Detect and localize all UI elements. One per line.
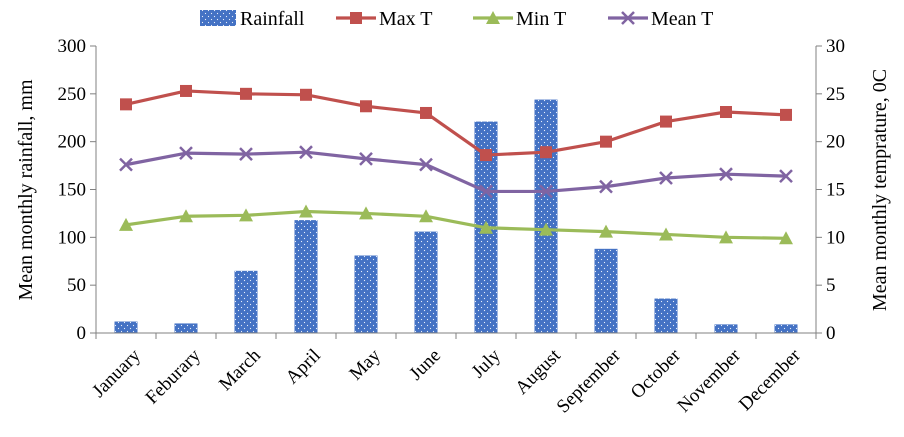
mean-t-point: [479, 184, 493, 199]
min-t-point: [239, 208, 253, 222]
max-t-line: [125, 89, 787, 157]
x-tick-label: August: [511, 345, 565, 399]
mean-t-point: [599, 179, 613, 194]
max-t-point: [240, 87, 252, 100]
legend-item-min-t: Min T: [473, 8, 566, 30]
rainfall-bar-september: [594, 248, 618, 333]
max-t-point: [480, 149, 492, 162]
max-t-series: [120, 84, 792, 162]
mean-t-point: [419, 157, 433, 172]
rainfall-bar-may: [354, 255, 378, 333]
min-t-point: [599, 224, 613, 238]
rainfall-bar-august: [534, 99, 558, 333]
left-tick-label: 250: [58, 84, 87, 105]
max-t-point: [420, 106, 432, 119]
legend-label: Min T: [516, 8, 566, 30]
mean-t-point: [179, 146, 193, 161]
temperature-lines: [119, 84, 793, 245]
x-tick-label: June: [405, 345, 444, 384]
x-tick-label: January: [88, 345, 145, 402]
mean-t-line: [125, 150, 787, 194]
right-tick-label: 0: [826, 323, 836, 344]
min-t-series: [119, 204, 793, 245]
max-t-point: [540, 146, 552, 159]
max-t-point: [720, 106, 732, 119]
min-t-point: [299, 204, 313, 218]
left-tick-label: 150: [58, 180, 87, 201]
right-tick-label: 20: [826, 132, 845, 153]
legend-item-max-t: Max T: [336, 8, 433, 30]
rainfall-bar-march: [234, 270, 258, 333]
right-tick-label: 15: [826, 180, 845, 201]
legend-swatch-marker: [350, 12, 362, 24]
min-t-point: [479, 220, 493, 234]
min-t-point: [419, 209, 433, 223]
min-t-point: [539, 222, 553, 236]
mean-t-point: [299, 145, 313, 160]
mean-t-point: [539, 184, 553, 199]
mean-t-series: [119, 145, 793, 199]
min-t-point: [779, 231, 793, 245]
min-t-point: [659, 227, 673, 241]
mean-t-point: [719, 167, 733, 182]
left-axis-title: Mean monthly rainfall, mm: [15, 79, 37, 301]
legend: Rainfall Max T Min T Mean T: [200, 8, 713, 30]
rainfall-bar-october: [654, 298, 678, 333]
x-tick-label: April: [282, 345, 325, 388]
x-tick-label: October: [627, 345, 686, 404]
right-tick-label: 30: [826, 36, 845, 57]
mean-t-point: [119, 157, 133, 172]
rainfall-bar-june: [414, 231, 438, 333]
max-t-point: [120, 98, 132, 111]
min-t-point: [179, 209, 193, 223]
left-tick-label: 100: [58, 227, 87, 248]
mean-t-point: [239, 147, 253, 161]
min-t-point: [719, 230, 733, 244]
right-tick-label: 5: [826, 275, 836, 296]
right-tick-label: 25: [826, 84, 845, 105]
left-tick-label: 300: [58, 36, 87, 57]
min-t-point: [359, 206, 373, 220]
legend-label: Mean T: [651, 8, 713, 30]
legend-label: Max T: [379, 8, 433, 30]
legend-swatch-marker: [486, 11, 500, 24]
rainfall-bar-november: [714, 324, 738, 333]
mean-t-point: [659, 171, 673, 185]
max-t-point: [600, 135, 612, 148]
left-tick-label: 0: [77, 323, 87, 344]
x-tick-label: May: [345, 345, 385, 385]
rainfall-bar-april: [294, 220, 318, 333]
legend-label: Rainfall: [240, 8, 305, 30]
rainfall-bar-january: [114, 321, 138, 333]
legend-item-mean-t: Mean T: [608, 8, 713, 30]
x-tick-label: November: [673, 345, 745, 417]
right-tick-label: 10: [826, 227, 845, 248]
legend-swatch: [200, 10, 236, 26]
max-t-point: [360, 100, 372, 113]
rainfall-bar-december: [774, 324, 798, 333]
right-axis-title: Mean monthly temprature, 0C: [869, 69, 891, 311]
mean-t-point: [779, 169, 793, 183]
rainfall-bar-feburary: [174, 323, 198, 333]
left-tick-label: 200: [58, 132, 87, 153]
x-tick-label: September: [553, 345, 626, 418]
x-tick-label: Feburary: [142, 345, 206, 409]
x-tick-label: July: [468, 345, 506, 383]
left-tick-label: 50: [67, 275, 86, 296]
x-tick-label: March: [215, 345, 265, 395]
max-t-point: [300, 88, 312, 101]
max-t-point: [180, 84, 192, 97]
min-t-point: [119, 217, 133, 231]
max-t-point: [780, 108, 792, 121]
min-t-line: [125, 209, 787, 240]
mean-t-point: [359, 152, 373, 166]
legend-item-rainfall: Rainfall: [200, 8, 305, 30]
x-tick-label: December: [735, 345, 806, 416]
max-t-point: [660, 115, 672, 128]
legend-swatch-marker: [621, 11, 635, 25]
